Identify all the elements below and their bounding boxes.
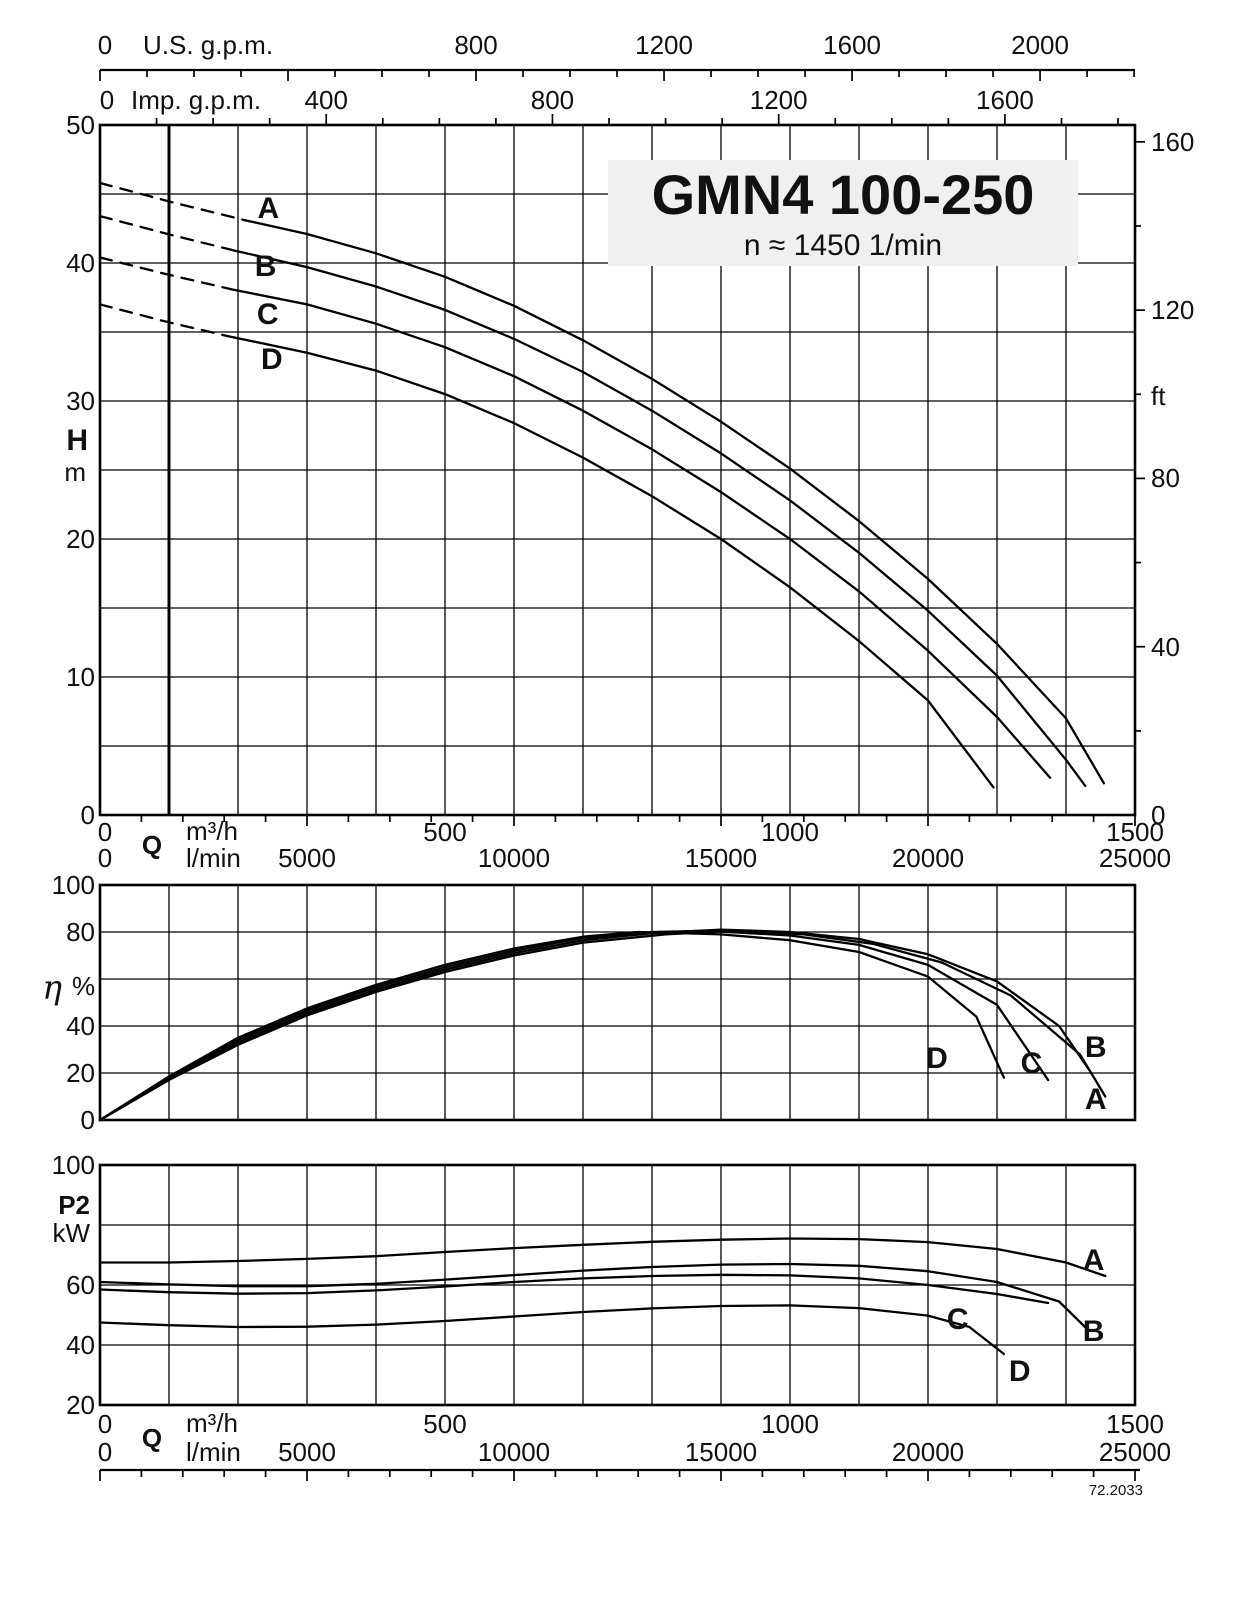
pump-model-title: GMN4 100-250 [651,163,1035,226]
eff-tick-label: 100 [51,870,95,900]
power-tick-label: 20 [66,1390,95,1420]
head-ft-axis-unit: ft [1151,381,1166,411]
eff-axis-label: η [42,967,62,1007]
power-chart [98,1163,1140,1481]
eff-curve-label-b: B [1084,1031,1107,1065]
power-axis-label: P2 [58,1190,90,1220]
power-curve-label-a: A [1082,1244,1105,1277]
curve-label-d: D [260,342,283,376]
eff-curve-label-d: D [926,1041,948,1075]
flow-lmin-tick-label: 5000 [278,843,336,873]
head-m-tick-label: 0 [80,800,95,830]
flow-lmin-tick-label: 20000 [891,843,965,873]
chart-title-block: GMN4 100-250 n ≈ 1450 1/min [608,160,1078,266]
head-m-tick-label: 10 [66,662,95,692]
imp-gpm-tick-label: 1200 [749,85,808,115]
us-gpm-tick-label: 0 [97,30,113,60]
head-axis-unit: m [64,457,86,487]
head-ft-tick-label: 120 [1151,295,1195,326]
flow2-m3h-tick-label: 1000 [761,1409,819,1439]
flow-axis-q-label: Q [141,830,163,860]
us-gpm-axis-unit: U.S. g.p.m. [143,30,274,60]
curve-label-a: A [257,192,280,226]
flow2-lmin-tick-label: 20000 [891,1437,965,1467]
curve-label-c: C [256,298,279,332]
head-axis-label: H [66,424,88,457]
imp-gpm-tick-label: 400 [304,85,348,115]
eff-curve-label-a: A [1084,1083,1107,1117]
flow-m3h-tick-label: 1000 [761,817,819,847]
flow2-lmin-tick-label: 15000 [684,1437,758,1467]
document-code: 72.2033 [1088,1482,1143,1499]
flow-lmin-tick-label: 10000 [477,843,551,873]
head-ft-tick-label: 40 [1151,631,1180,662]
eff-tick-label: 0 [80,1105,95,1135]
curve-label-b: B [254,250,277,284]
head-m-tick-label: 30 [66,386,95,416]
head-ft-tick-label: 80 [1151,463,1180,494]
head-m-tick-label: 20 [66,524,95,554]
flow2-axis-q-label: Q [141,1423,163,1453]
flow2-lmin-tick-label: 0 [97,1437,113,1467]
power-tick-label: 60 [66,1270,95,1300]
pump-speed-subtitle: n ≈ 1450 1/min [743,229,943,262]
flow-lmin-tick-label: 25000 [1098,843,1172,873]
flow2-lmin-tick-label: 10000 [477,1437,551,1467]
imp-gpm-tick-label: 1600 [975,85,1034,115]
imp-gpm-tick-label: 800 [530,85,575,115]
eff-tick-label: 80 [66,917,95,947]
power-tick-label: 100 [51,1150,95,1180]
head-m-tick-label: 40 [66,248,95,278]
flow2-lmin-unit: l/min [186,1437,241,1467]
eff-tick-label: 40 [66,1011,95,1041]
flow2-m3h-tick-label: 0 [97,1409,113,1439]
flow2-m3h-tick-label: 500 [423,1409,467,1439]
flow2-lmin-tick-label: 25000 [1098,1437,1172,1467]
efficiency-chart [98,883,1137,1122]
us-gpm-tick-label: 1200 [635,30,693,60]
power-axis-unit: kW [52,1218,90,1248]
us-gpm-tick-label: 800 [454,30,498,60]
flow2-m3h-unit: m³/h [186,1408,238,1438]
head-ft-tick-label: 0 [1151,800,1166,830]
flow-m3h-tick-label: 1500 [1106,817,1164,847]
eff-axis-unit: % [72,971,96,1001]
flow-m3h-unit: m³/h [186,816,238,846]
flow-lmin-tick-label: 15000 [684,843,758,873]
eff-tick-label: 20 [66,1058,95,1088]
imp-gpm-axis-unit: Imp. g.p.m. [131,85,262,115]
power-curve-label-c: C [946,1302,969,1336]
flow-m3h-tick-label: 0 [97,817,113,847]
head-ft-tick-label: 160 [1151,126,1195,157]
us-gpm-tick-label: 1600 [823,30,881,60]
eff-curve-label-c: C [1020,1046,1043,1080]
flow2-m3h-tick-label: 1500 [1106,1409,1164,1439]
us-gpm-tick-label: 2000 [1011,30,1069,60]
flow-lmin-tick-label: 0 [97,843,113,873]
flow-m3h-tick-label: 500 [423,817,467,847]
head-m-tick-label: 50 [66,110,95,140]
imp-gpm-tick-label: 0 [99,85,115,115]
power-tick-label: 40 [66,1330,95,1360]
flow2-lmin-tick-label: 5000 [278,1437,336,1467]
power-curve-label-b: B [1082,1314,1105,1348]
flow-lmin-unit: l/min [186,843,241,873]
power-curve-label-d: D [1008,1355,1031,1388]
